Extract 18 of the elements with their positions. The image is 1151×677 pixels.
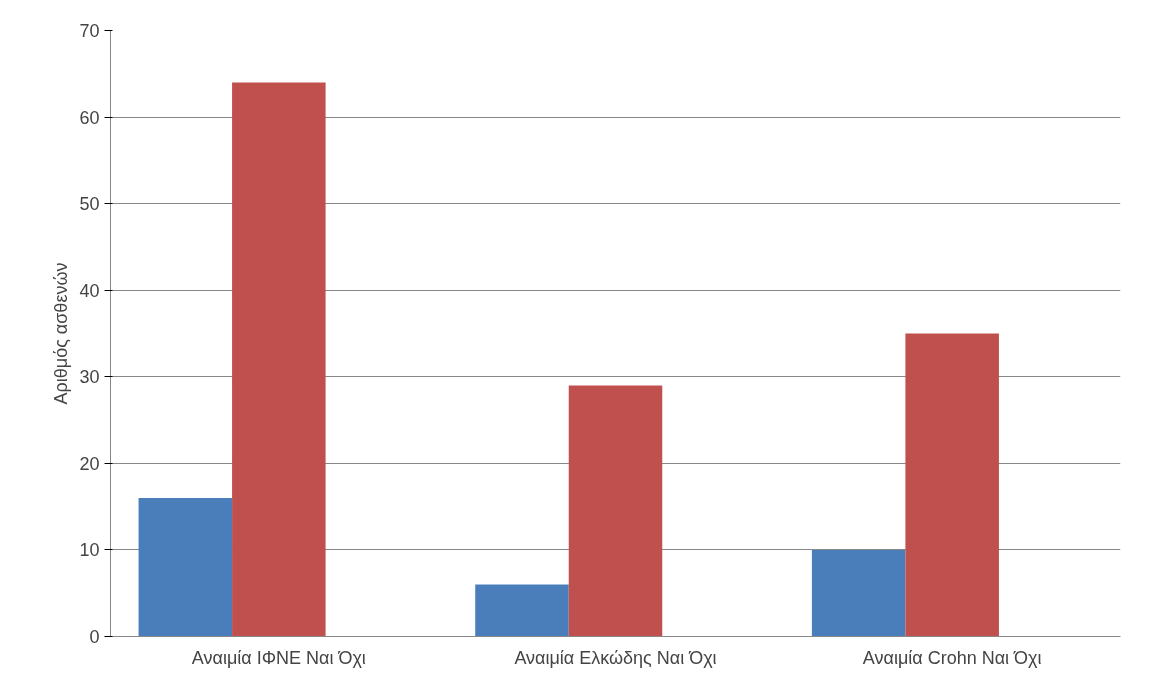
bar [475, 584, 569, 637]
y-tick-label: 0 [89, 627, 100, 647]
y-tick-label: 20 [79, 453, 100, 474]
bar [232, 82, 326, 637]
x-tick-label: Αναιμία Crohn Ναι Όχι [862, 647, 1042, 668]
x-tick-label: Αναιμία ΙΦΝΕ Ναι Όχι [191, 647, 366, 668]
bar [811, 549, 906, 637]
bar [138, 497, 233, 637]
y-tick-label: 50 [79, 194, 100, 215]
y-tick-label: 10 [79, 540, 100, 561]
bar [905, 333, 999, 637]
x-tick-label: Αναιμία Ελκώδης Ναι Όχι [514, 647, 717, 668]
y-tick-label: 30 [79, 367, 100, 388]
y-axis-title: Αριθμός ασθενών [51, 262, 72, 405]
y-tick-label: 40 [79, 280, 100, 301]
y-tick-label: 70 [79, 21, 100, 41]
y-tick-label: 60 [79, 107, 100, 128]
bar [568, 385, 663, 637]
